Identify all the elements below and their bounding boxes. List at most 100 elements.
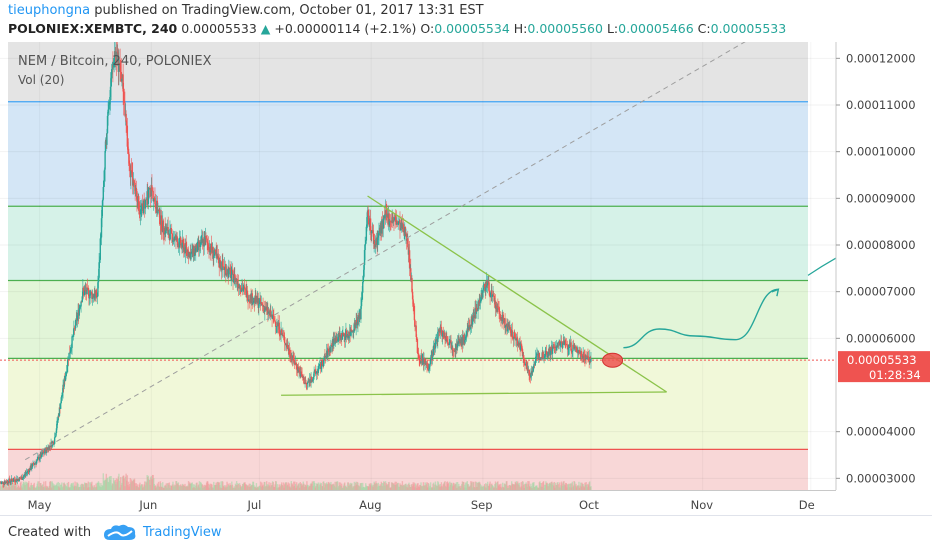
candle-body [103,169,106,181]
low-label: L: [606,21,619,36]
candle-body [96,296,98,297]
volume-bars [0,473,592,490]
tradingview-logo-icon[interactable] [102,523,138,543]
candle-body [574,347,576,349]
volume-bar [196,482,198,490]
candle-body [417,353,420,359]
candle-body [9,481,11,482]
candle-body [498,312,501,315]
volume-bar [276,484,279,490]
candle-body [361,292,363,299]
candle-body [450,340,452,349]
candle-body [467,325,470,331]
volume-bar [198,481,201,490]
candle-body [26,470,29,473]
candle-body [377,237,379,246]
volume-bar [123,478,126,490]
volume-bar [344,482,346,490]
candle-body [523,362,526,364]
volume-bar [444,481,446,490]
candle-body [295,365,298,370]
candle-body [533,364,536,365]
candle-body [70,348,72,352]
candle-body [575,346,578,352]
candle-body [358,315,360,320]
time-axis[interactable]: May Jun Jul Aug Sep Oct Nov De [28,498,815,512]
candle-body [530,374,532,378]
candle-body [475,307,477,314]
volume-bar [575,483,577,490]
candle-body [489,292,492,298]
candle-body [499,314,501,318]
volume-bar [569,483,572,490]
candle-body [142,200,145,214]
candle-body [438,329,440,331]
candle-body [507,323,509,327]
candle-body [126,121,128,126]
candle-body [544,356,546,358]
candle-body [34,463,36,465]
candle-body [323,359,325,366]
candle-body [327,348,330,351]
candle-body [71,336,73,348]
candle-body [550,350,552,355]
volume-bar [193,484,196,490]
high-value: 0.00005560 [527,21,603,36]
volume-bar [141,484,144,490]
candle-body [513,332,516,337]
candle-body [162,220,165,232]
candle-body [337,338,339,341]
price-chart[interactable]: NEM / Bitcoin, 240, POLONIEX Vol (20) 0.… [0,42,932,515]
fib-band [8,42,808,102]
volume-bar [0,482,2,490]
candle-body [186,247,188,252]
candle-body [497,306,499,308]
candle-body [459,339,461,344]
candle-body [72,335,74,336]
candle-body [98,259,101,263]
candle-body [566,344,568,346]
candle-body [444,332,446,340]
candle-body [64,375,67,381]
candle-body [145,199,148,201]
candle-body [130,170,132,178]
candle-body [225,267,227,276]
candle-body [57,415,59,421]
candle-body [412,299,414,305]
created-with-text: Created with [8,525,92,540]
candle-body [486,283,489,286]
candle-body [126,125,129,147]
candle-body [390,221,392,223]
fib-band [8,280,808,359]
candle-body [530,370,533,375]
last-price: 0.00005533 [181,21,257,36]
volume-bar [74,481,76,490]
candle-body [462,335,464,345]
volume-bar [553,481,556,490]
candle-body [147,189,150,204]
candle-body [65,371,68,373]
candle-body [420,355,423,360]
candle-body [449,340,451,344]
candle-body [369,218,372,231]
candle-body [587,355,589,358]
candle-body [416,337,418,340]
volume-bar [413,482,416,490]
candle-body [462,335,465,338]
volume-bar [282,482,285,490]
candle-body [242,289,244,291]
candles [0,42,592,488]
price-axis[interactable]: 0.00012000 0.00011000 0.00010000 0.00009000… [836,51,916,485]
candle-body [568,347,570,349]
volume-bar [542,481,545,490]
volume-bar [426,482,428,490]
candle-body [419,359,421,363]
candle-body [348,335,350,339]
candle-body [258,300,261,305]
author-link[interactable]: tieuphongna [8,3,91,18]
tradingview-brand-link[interactable]: TradingView [143,525,222,540]
fib-bands [8,42,808,490]
candle-body [154,198,156,205]
candle-body [82,287,84,297]
candle-body [336,340,339,342]
